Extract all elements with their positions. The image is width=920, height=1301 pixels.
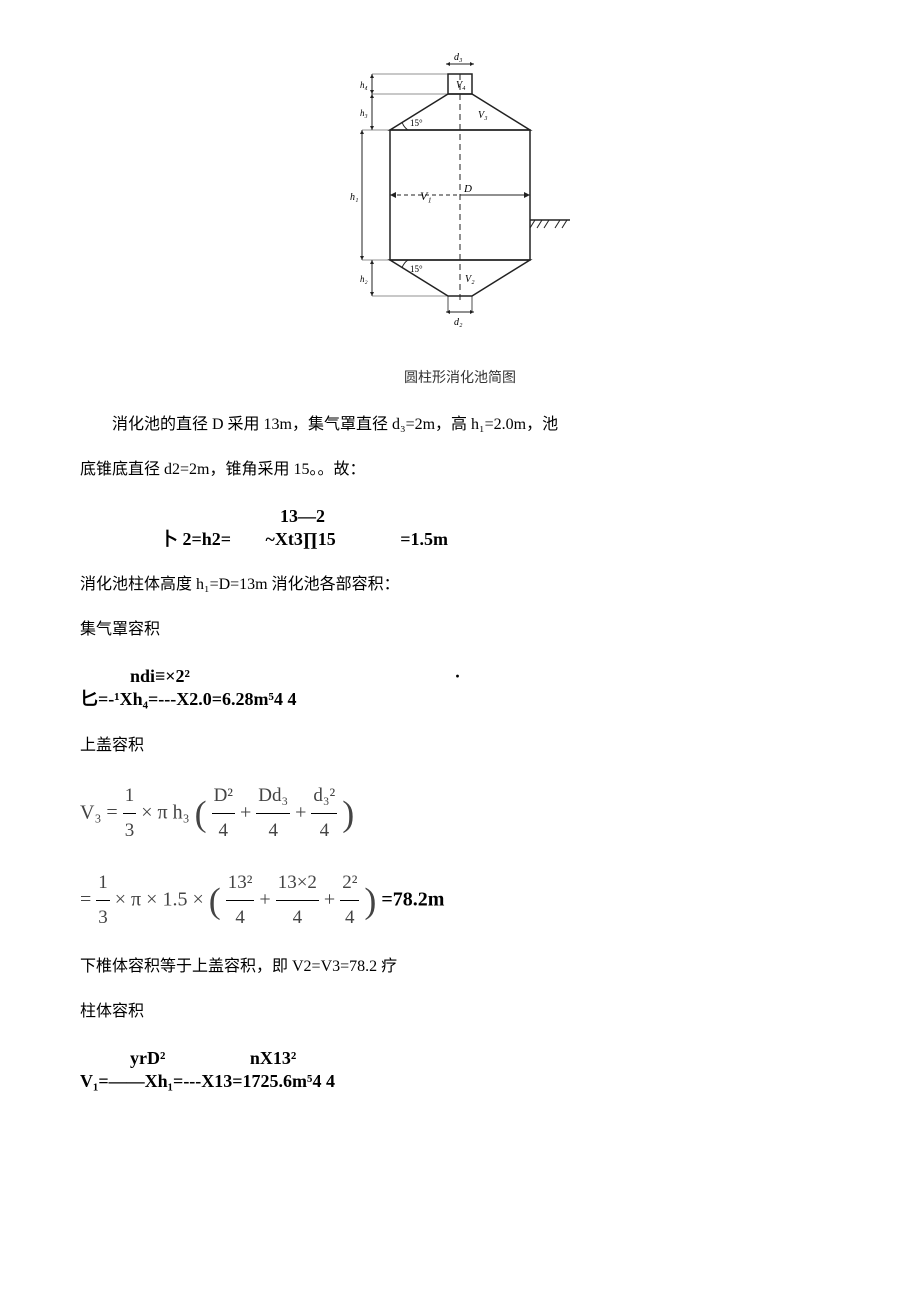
formula-3-line1: V₃ = 1 3 × π h₃ ( D² 4 + Dd₃ 4 + d₃² 4 ) [80,779,840,848]
formula-4: yrD² nX13² V₁=——Xh₁=---X13=1725.6m⁵4 4 [80,1047,840,1094]
svg-text:V₄: V₄ [456,80,466,91]
formula-3: V₃ = 1 3 × π h₃ ( D² 4 + Dd₃ 4 + d₃² 4 )… [80,779,840,936]
formula-2-line2: 匕=-¹Xh₄=---X2.0=6.28m⁵4 4 [80,688,840,711]
f1-mid: ~Xt3∏15 [266,529,336,549]
svg-text:D: D [463,183,472,195]
svg-text:h₂: h₂ [360,274,368,284]
para-2: 消化池柱体高度 h₁=D=13m 消化池各部容积： [80,571,840,600]
svg-text:h₄: h₄ [360,80,368,90]
svg-text:V₂: V₂ [465,274,475,285]
formula-1: 13—2 卜 2=h2= ~Xt3∏15 =1.5m [160,505,840,552]
para-1b: 底锥底直径 d2=2m，锥角采用 15。。故： [80,456,840,485]
formula-1-line1: 13—2 [280,505,840,528]
formula-4-line1: yrD² nX13² [80,1047,840,1070]
digester-diagram: V₄ d₃ V₃ 15° V₁ D V₂ 15° d₂ [310,50,610,350]
f1-right: =1.5m [400,529,448,549]
para-3: 集气罩容积 [80,616,840,645]
svg-text:h₃: h₃ [360,108,368,118]
formula-3-line2: = 1 3 × π × 1.5 × ( 13² 4 + 13×2 4 + 2² … [80,866,840,935]
svg-text:V₃: V₃ [478,110,488,121]
para-5: 下椎体容积等于上盖容积，即 V2=V3=78.2 疗 [80,953,840,982]
svg-text:h₁: h₁ [350,192,358,203]
svg-text:d₂: d₂ [454,317,463,328]
formula-2: ndi≡×2² · 匕=-¹Xh₄=---X2.0=6.28m⁵4 4 [80,665,840,712]
formula-1-line2: 卜 2=h2= ~Xt3∏15 =1.5m [160,528,840,551]
frac-1-3: 1 3 [123,779,137,848]
diagram-caption: 圆柱形消化池简图 [80,366,840,391]
para-1: 消化池的直径 D 采用 13m，集气罩直径 d₃=2m，高 h₁=2.0m，池 [80,411,840,440]
diagram-container: V₄ d₃ V₃ 15° V₁ D V₂ 15° d₂ [80,50,840,391]
para-4: 上盖容积 [80,732,840,761]
svg-text:d₃: d₃ [454,52,463,63]
svg-text:15°: 15° [410,118,423,128]
para-6: 柱体容积 [80,998,840,1027]
svg-text:15°: 15° [410,264,423,274]
f1-left: 卜 2=h2= [160,529,231,549]
formula-2-dot: · [454,666,460,686]
formula-2-line1: ndi≡×2² · [130,665,840,688]
svg-text:V₁: V₁ [420,189,432,203]
formula-4-line2: V₁=——Xh₁=---X13=1725.6m⁵4 4 [80,1070,840,1093]
